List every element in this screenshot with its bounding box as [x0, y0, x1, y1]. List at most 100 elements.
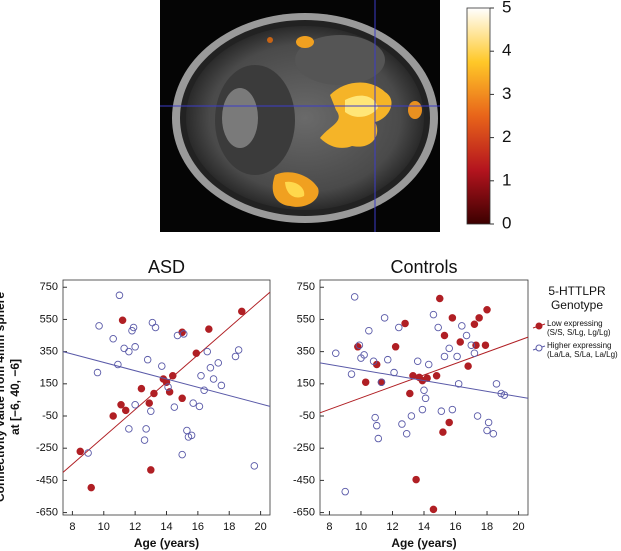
data-point [420, 386, 428, 395]
y-tick-label: 750 [40, 281, 58, 293]
data-point [189, 399, 197, 407]
data-point [395, 323, 403, 332]
data-point [95, 322, 103, 330]
data-point [84, 449, 92, 457]
colorbar-tick-label: 3 [502, 84, 511, 103]
data-point [445, 344, 453, 353]
x-tick-label: 10 [98, 521, 110, 533]
x-axis-label: Age (years) [134, 536, 199, 550]
data-point [354, 343, 362, 351]
data-point [178, 394, 186, 403]
x-tick-label: 8 [326, 521, 332, 533]
x-tick-label: 16 [449, 521, 461, 533]
data-point [361, 378, 370, 386]
x-tick-label: 20 [254, 521, 266, 533]
data-point [158, 362, 166, 370]
data-point [475, 314, 483, 322]
data-point [413, 357, 422, 366]
legend-title: 5-HTTLPR Genotype [548, 284, 606, 312]
data-point [418, 405, 427, 414]
data-point [347, 370, 356, 378]
data-point [120, 344, 128, 353]
data-point [448, 314, 457, 322]
data-point [412, 475, 420, 484]
y-tick-label: 750 [297, 281, 315, 293]
y-tick-label: -450 [293, 474, 315, 486]
data-point [440, 352, 449, 361]
data-point [454, 380, 463, 388]
x-axis-label: Age (years) [391, 536, 456, 550]
data-point [456, 338, 464, 346]
data-point [151, 323, 160, 332]
y-tick-label: 350 [297, 346, 315, 358]
data-point [179, 330, 188, 338]
data-point [391, 343, 400, 351]
plot-frame [62, 279, 271, 516]
x-tick-label: 18 [481, 521, 493, 533]
fit-line [319, 362, 529, 399]
data-point [173, 331, 182, 340]
x-tick-label: 14 [418, 521, 430, 533]
data-point [125, 347, 133, 356]
data-point [195, 402, 204, 411]
y-tick-label: -650 [293, 506, 315, 518]
data-point [125, 425, 133, 433]
colorbar-tick-label: 4 [502, 41, 511, 60]
colorbar [466, 7, 491, 225]
data-point [401, 319, 409, 328]
data-point [398, 420, 406, 428]
data-point [445, 418, 453, 427]
data-point [483, 426, 491, 435]
fit-line [62, 351, 271, 407]
data-point [464, 362, 472, 370]
data-point [380, 314, 389, 322]
data-point [402, 429, 411, 438]
colorbar-tick-label: 1 [502, 170, 511, 189]
y-tick-label: -450 [36, 474, 58, 486]
data-point [164, 383, 172, 391]
legend-marker [535, 344, 543, 352]
data-point [118, 316, 127, 324]
brain-image [160, 0, 440, 232]
data-point [384, 355, 392, 364]
data-point [206, 363, 215, 372]
legend-label: Higher expressing (La/La, S/La, La/Lg) [547, 341, 618, 359]
y-tick-label: 150 [40, 378, 58, 390]
data-point [372, 421, 381, 430]
data-point [390, 368, 398, 377]
fit-line [319, 336, 529, 414]
data-point [429, 505, 438, 514]
data-point [231, 352, 240, 361]
x-tick-label: 16 [192, 521, 204, 533]
data-point [137, 384, 146, 393]
data-point [147, 407, 155, 415]
data-point [238, 307, 246, 316]
data-point [145, 399, 153, 407]
data-point [360, 351, 368, 359]
data-point [234, 346, 243, 354]
data-point [470, 320, 479, 329]
data-point [178, 450, 186, 459]
data-point [117, 400, 125, 409]
colorbar-tick-label: 5 [502, 0, 511, 16]
data-point [406, 389, 414, 398]
y-tick-label: -250 [293, 442, 315, 454]
data-point [424, 360, 433, 369]
data-point [341, 487, 349, 496]
data-point [437, 407, 446, 415]
data-point [350, 293, 359, 301]
data-point [369, 357, 378, 366]
data-point [197, 372, 205, 380]
data-point [93, 368, 102, 377]
data-point [192, 349, 201, 357]
data-point [205, 325, 213, 333]
colorbar-tick-label: 0 [502, 213, 511, 232]
data-point [187, 431, 196, 440]
chart-title: Controls [390, 257, 457, 277]
data-point [500, 391, 509, 399]
data-point [87, 483, 95, 492]
data-point [170, 403, 179, 411]
x-tick-label: 18 [223, 521, 235, 533]
